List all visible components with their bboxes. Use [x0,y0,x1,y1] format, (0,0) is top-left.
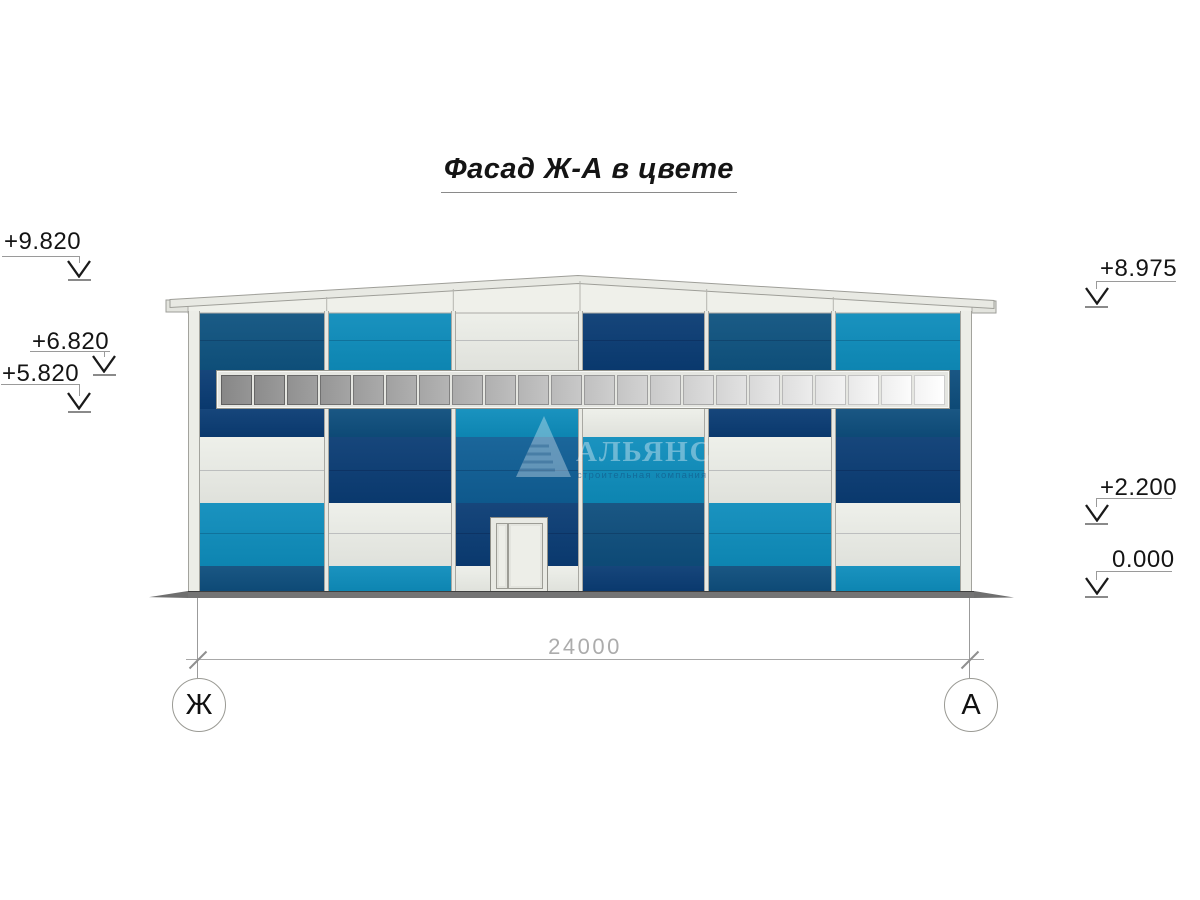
elevation-arrow-icon [92,355,116,373]
window-pane [881,375,912,405]
door-leaf-main [508,523,543,589]
gable-wall [187,280,973,314]
corner-strip-left [188,311,200,592]
facade-panel-6-top [833,311,960,370]
window-pane [320,375,351,405]
facade-panel-6-b [833,437,960,503]
facade-panel-6-a [833,409,960,437]
window-pane [815,375,846,405]
window-pane [551,375,582,405]
window-pane [617,375,648,405]
window-pane [848,375,879,405]
window-pane [485,375,516,405]
facade-panel-3-top [453,311,580,370]
dimension-line [186,659,984,660]
window-pane [650,375,681,405]
facade-panel-3-b [453,437,580,503]
facade-panel-5-d [706,566,834,592]
window-pane [518,375,549,405]
window-pane [254,375,285,405]
window-pane [584,375,615,405]
facade-panel-6-d [833,566,960,592]
elevation-arrow-icon [1085,577,1109,595]
facade-panel-1-c [200,503,327,566]
axis-letter-right: А [961,688,981,721]
dimension-label: 24000 [548,634,622,659]
window-pane [419,375,450,405]
window-pane [221,375,252,405]
facade-panel-1-d [200,566,327,592]
entrance-door [490,517,548,592]
window-pane [353,375,384,405]
facade-panel-3-a [453,409,580,437]
door-leaf-narrow [496,523,508,589]
extension-line-right [969,598,970,678]
facade-panel-4-c [580,503,707,566]
facade-panel-5-c [706,503,834,566]
drawing-title: Фасад Ж-А в цвете [441,153,737,193]
facade-panel-5-top [706,311,834,370]
gable-mullion-lines [326,281,834,313]
facade-panel-2-b [326,437,454,503]
corner-strip-right [960,311,972,592]
facade-panel-2-c [326,503,454,566]
facade-panel-4-d [580,566,707,592]
facade-panel-5-b [706,437,834,503]
elevation-value: +5.820 [2,360,80,387]
elevation-value: 0.000 [1112,546,1175,573]
window-pane [749,375,780,405]
window-pane [914,375,945,405]
panel-mullion [577,311,583,592]
ground-taper-left [149,591,188,598]
window-band [216,370,950,409]
facade-panel-1-a [200,409,327,437]
panel-mullion [830,311,836,592]
elevation-value: +9.820 [4,228,82,255]
window-pane [287,375,318,405]
window-pane [716,375,747,405]
elevation-arrow-icon [67,392,91,410]
window-pane [782,375,813,405]
elevation-value: +2.200 [1100,474,1178,501]
panel-mullion [704,311,710,592]
axis-bubble-right: А [944,678,998,732]
roof-fascia [169,274,995,310]
window-pane [386,375,417,405]
facade-panel-2-top [326,311,454,370]
window-pane [452,375,483,405]
elevation-arrow-icon [1085,504,1109,522]
facade-panel-4-a [580,409,707,437]
ground-line [188,591,974,598]
facade-panel-2-a [326,409,454,437]
extension-line-left [197,598,198,678]
axis-letter-left: Ж [185,688,213,721]
ground-taper-right [974,591,1014,598]
elevation-arrow-icon [1085,287,1109,305]
facade-panel-6-c [833,503,960,566]
facade-panel-1-b [200,437,327,503]
panel-mullion [324,311,330,592]
window-pane [683,375,714,405]
elevation-value: +6.820 [32,328,110,355]
facade-panel-4-top [580,311,707,370]
axis-bubble-left: Ж [172,678,226,732]
facade-panel-4-b [580,437,707,503]
building-facade [188,311,972,592]
panel-mullion [450,311,456,592]
eave-cap-right [969,300,997,314]
elevation-value: +8.975 [1100,255,1178,282]
facade-panel-1-top [200,311,327,370]
facade-panel-2-d [326,566,454,592]
facade-panel-5-a [706,409,834,437]
elevation-arrow-icon [67,260,91,278]
